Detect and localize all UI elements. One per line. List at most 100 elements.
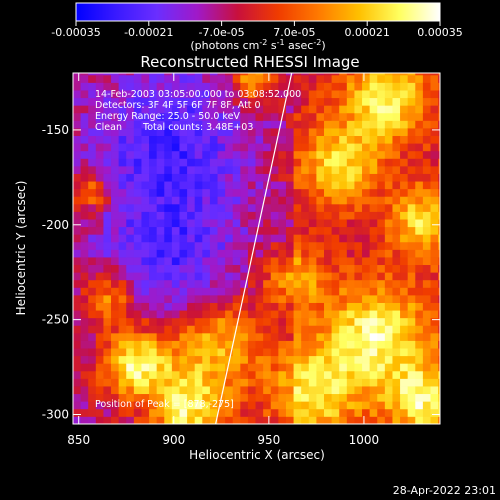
heatmap-cell bbox=[194, 105, 203, 114]
heatmap-cell bbox=[369, 332, 378, 341]
heatmap-cell bbox=[232, 211, 241, 220]
heatmap-cell bbox=[171, 393, 180, 402]
heatmap-cell bbox=[331, 82, 340, 91]
heatmap-cell bbox=[407, 188, 416, 197]
heatmap-cell bbox=[392, 82, 401, 91]
heatmap-cell bbox=[217, 287, 226, 296]
heatmap-cell bbox=[103, 181, 112, 190]
heatmap-cell bbox=[73, 158, 82, 167]
heatmap-cell bbox=[247, 272, 256, 281]
heatmap-cell bbox=[194, 287, 203, 296]
heatmap-cell bbox=[301, 257, 310, 266]
heatmap-cell bbox=[217, 355, 226, 364]
heatmap-cell bbox=[293, 401, 302, 410]
heatmap-cell bbox=[240, 325, 249, 334]
heatmap-cell bbox=[88, 105, 97, 114]
heatmap-cell bbox=[263, 135, 272, 144]
heatmap-cell bbox=[324, 378, 333, 387]
heatmap-cell bbox=[346, 173, 355, 182]
heatmap-cell bbox=[362, 150, 371, 159]
heatmap-cell bbox=[392, 120, 401, 129]
heatmap-cell bbox=[400, 340, 409, 349]
heatmap-cell bbox=[339, 241, 348, 250]
heatmap-cell bbox=[308, 143, 317, 152]
x-axis-title: Heliocentric X (arcsec) bbox=[189, 448, 325, 462]
heatmap-cell bbox=[407, 279, 416, 288]
heatmap-cell bbox=[103, 73, 112, 76]
colorbar-tick-label: 0.00035 bbox=[417, 26, 463, 39]
heatmap-cell bbox=[384, 181, 393, 190]
heatmap-cell bbox=[179, 112, 188, 121]
heatmap-cell bbox=[133, 234, 142, 243]
heatmap-cell bbox=[263, 325, 272, 334]
heatmap-cell bbox=[308, 355, 317, 364]
heatmap-cell bbox=[438, 196, 440, 205]
heatmap-cell bbox=[171, 257, 180, 266]
heatmap-cell bbox=[422, 317, 431, 326]
heatmap-cell bbox=[202, 370, 211, 379]
heatmap-cell bbox=[285, 203, 294, 212]
heatmap-cell bbox=[362, 203, 371, 212]
heatmap-cell bbox=[232, 378, 241, 387]
heatmap-cell bbox=[187, 234, 196, 243]
heatmap-cell bbox=[331, 408, 340, 417]
heatmap-cell bbox=[285, 325, 294, 334]
heatmap-cell bbox=[209, 310, 218, 319]
heatmap-cell bbox=[95, 112, 104, 121]
heatmap-cell bbox=[255, 386, 264, 395]
heatmap-cell bbox=[263, 105, 272, 114]
heatmap-cell bbox=[384, 386, 393, 395]
heatmap-cell bbox=[164, 378, 173, 387]
heatmap-cell bbox=[415, 378, 424, 387]
heatmap-cell bbox=[80, 74, 89, 83]
heatmap-cell bbox=[255, 226, 264, 235]
heatmap-cell bbox=[270, 386, 279, 395]
heatmap-cell bbox=[164, 279, 173, 288]
heatmap-cell bbox=[285, 165, 294, 174]
heatmap-cell bbox=[88, 340, 97, 349]
heatmap-cell bbox=[369, 82, 378, 91]
heatmap-cell bbox=[111, 219, 120, 228]
heatmap-cell bbox=[255, 264, 264, 273]
heatmap-cell bbox=[270, 287, 279, 296]
heatmap-cell bbox=[422, 408, 431, 417]
heatmap-cell bbox=[301, 226, 310, 235]
heatmap-cell bbox=[346, 196, 355, 205]
heatmap-cell bbox=[407, 370, 416, 379]
heatmap-cell bbox=[88, 173, 97, 182]
heatmap-cell bbox=[111, 181, 120, 190]
heatmap-cell bbox=[384, 249, 393, 258]
heatmap-cell bbox=[362, 219, 371, 228]
heatmap-cell bbox=[95, 165, 104, 174]
heatmap-cell bbox=[346, 219, 355, 228]
heatmap-cell bbox=[111, 310, 120, 319]
heatmap-cell bbox=[202, 294, 211, 303]
heatmap-cell bbox=[225, 401, 234, 410]
heatmap-cell bbox=[118, 401, 127, 410]
heatmap-cell bbox=[194, 90, 203, 99]
heatmap-cell bbox=[103, 234, 112, 243]
heatmap-cell bbox=[270, 234, 279, 243]
heatmap-cell bbox=[354, 74, 363, 83]
heatmap-cell bbox=[430, 158, 439, 167]
heatmap-cell bbox=[308, 234, 317, 243]
heatmap-cell bbox=[225, 272, 234, 281]
heatmap-cell bbox=[316, 120, 325, 129]
heatmap-cell bbox=[346, 386, 355, 395]
colorbar-unit-label: (photons cm-2 s-1 asec-2) bbox=[190, 38, 325, 52]
heatmap-cell bbox=[377, 340, 386, 349]
heatmap-cell bbox=[430, 128, 439, 137]
heatmap-cell bbox=[232, 128, 241, 137]
heatmap-cell bbox=[438, 408, 440, 417]
heatmap-cell bbox=[232, 408, 241, 417]
heatmap-cell bbox=[202, 272, 211, 281]
heatmap-cell bbox=[407, 310, 416, 319]
heatmap-cell bbox=[384, 90, 393, 99]
heatmap-cell bbox=[156, 82, 165, 91]
heatmap-cell bbox=[80, 105, 89, 114]
heatmap-cell bbox=[171, 355, 180, 364]
heatmap-cell bbox=[422, 257, 431, 266]
heatmap-cell bbox=[240, 393, 249, 402]
heatmap-cell bbox=[270, 120, 279, 129]
heatmap-cell bbox=[88, 264, 97, 273]
